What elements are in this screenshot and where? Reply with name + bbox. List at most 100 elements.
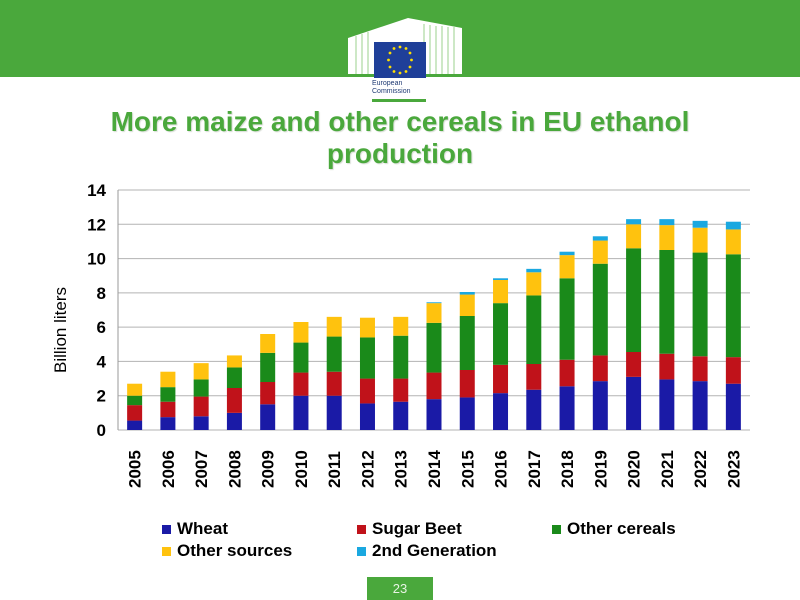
y-axis-label: Billion liters: [51, 287, 70, 373]
bar-segment-other-cereals-2016: [493, 303, 509, 365]
bar-segment-other-sources-2006: [160, 371, 176, 388]
x-tick-label: 2022: [691, 450, 710, 488]
bar-segment-wheat-2013: [393, 401, 409, 430]
legend-swatch-2nd-generation: [357, 546, 366, 556]
bar-segment-2nd-generation-2019: [592, 236, 608, 241]
x-tick-label: 2007: [192, 450, 211, 488]
bar-segment-wheat-2016: [493, 393, 509, 430]
slide-title: More maize and other cereals in EU ethan…: [110, 106, 690, 169]
x-tick-label: 2018: [558, 450, 577, 488]
bars: [127, 219, 741, 430]
y-tick-label: 12: [87, 215, 106, 234]
bar-segment-wheat-2020: [626, 376, 642, 430]
bar-segment-sugar-beet-2018: [559, 359, 575, 387]
bar-segment-sugar-beet-2015: [459, 370, 475, 398]
bar-segment-other-sources-2018: [559, 255, 575, 279]
bar-segment-2nd-generation-2017: [526, 268, 542, 273]
y-tick-label: 0: [97, 421, 106, 440]
bar-segment-other-cereals-2007: [193, 379, 209, 397]
bar-segment-wheat-2022: [692, 381, 708, 430]
bar-segment-2nd-generation-2022: [692, 220, 708, 228]
bar-segment-other-sources-2016: [493, 280, 509, 304]
legend-item-other-cereals: Other cereals: [552, 519, 676, 539]
x-tick-label: 2008: [225, 450, 244, 488]
bar-segment-other-sources-2022: [692, 227, 708, 253]
bar-segment-other-cereals-2013: [393, 335, 409, 379]
bar-segment-wheat-2011: [326, 395, 342, 430]
bar-segment-other-cereals-2018: [559, 278, 575, 360]
bar-segment-wheat-2009: [260, 404, 276, 430]
y-tick-label: 14: [87, 181, 106, 200]
x-tick-label: 2017: [525, 450, 544, 488]
legend-swatch-sugar-beet: [357, 524, 366, 534]
bar-segment-other-sources-2020: [626, 224, 642, 249]
bar-segment-wheat-2007: [193, 416, 209, 430]
bar-segment-other-sources-2009: [260, 334, 276, 353]
bar-segment-sugar-beet-2008: [226, 388, 242, 413]
bar-segment-wheat-2012: [359, 403, 375, 430]
bar-segment-other-cereals-2005: [127, 395, 143, 406]
x-tick-labels: 2005 2006 2007 2008 2009 2010 2011 2012 2013 2014…: [126, 450, 744, 488]
y-tick-label: 2: [97, 387, 106, 406]
bar-segment-sugar-beet-2019: [592, 355, 608, 382]
bar-segment-other-sources-2019: [592, 240, 608, 264]
bar-segment-wheat-2021: [659, 379, 675, 430]
legend: Wheat Sugar Beet Other cereals Other sou…: [162, 519, 762, 569]
bar-segment-sugar-beet-2013: [393, 378, 409, 402]
bar-segment-wheat-2006: [160, 417, 176, 430]
bar-segment-2nd-generation-2021: [659, 219, 675, 226]
legend-swatch-other-cereals: [552, 524, 561, 534]
bar-segment-other-cereals-2022: [692, 252, 708, 357]
bar-segment-sugar-beet-2009: [260, 382, 276, 405]
bar-segment-2nd-generation-2023: [725, 221, 741, 230]
legend-item-other-sources: Other sources: [162, 541, 292, 561]
bar-segment-other-cereals-2011: [326, 336, 342, 372]
bar-segment-wheat-2010: [293, 395, 309, 430]
bar-segment-other-cereals-2021: [659, 250, 675, 354]
bar-segment-other-sources-2013: [393, 316, 409, 336]
bar-segment-other-sources-2012: [359, 317, 375, 338]
bar-segment-other-cereals-2014: [426, 322, 442, 373]
x-tick-label: 2010: [292, 450, 311, 488]
bar-segment-wheat-2018: [559, 386, 575, 430]
y-tick-label: 4: [97, 352, 107, 371]
x-tick-label: 2023: [724, 450, 743, 488]
x-tick-label: 2021: [658, 450, 677, 488]
x-tick-label: 2019: [591, 450, 610, 488]
bar-segment-2nd-generation-2015: [459, 292, 475, 295]
logo-wordmark: European Commission: [372, 80, 411, 95]
bar-segment-other-cereals-2017: [526, 295, 542, 364]
bar-segment-2nd-generation-2018: [559, 251, 575, 256]
x-tick-label: 2009: [259, 450, 278, 488]
bar-segment-sugar-beet-2020: [626, 352, 642, 377]
bar-segment-sugar-beet-2012: [359, 378, 375, 404]
bar-segment-other-cereals-2019: [592, 263, 608, 356]
bar-segment-sugar-beet-2006: [160, 401, 176, 418]
x-tick-label: 2020: [625, 450, 644, 488]
bar-segment-wheat-2023: [725, 383, 741, 430]
x-tick-label: 2005: [126, 450, 145, 488]
bar-segment-wheat-2019: [592, 381, 608, 430]
legend-swatch-wheat: [162, 524, 171, 534]
bar-segment-other-sources-2017: [526, 272, 542, 296]
legend-swatch-other-sources: [162, 546, 171, 556]
y-tick-label: 10: [87, 250, 106, 269]
x-tick-label: 2014: [425, 450, 444, 488]
bar-segment-other-sources-2007: [193, 363, 209, 380]
bar-segment-wheat-2008: [226, 412, 242, 430]
bar-segment-other-sources-2011: [326, 316, 342, 337]
legend-item-wheat: Wheat: [162, 519, 228, 539]
bar-segment-other-sources-2010: [293, 322, 309, 343]
y-tick-label: 8: [97, 284, 106, 303]
bar-segment-other-cereals-2023: [725, 254, 741, 358]
bar-segment-2nd-generation-2020: [626, 219, 642, 225]
bar-segment-other-sources-2008: [226, 355, 242, 368]
bar-segment-other-sources-2014: [426, 303, 442, 323]
bar-segment-other-cereals-2006: [160, 387, 176, 402]
legend-item-sugar-beet: Sugar Beet: [357, 519, 462, 539]
bar-segment-other-cereals-2009: [260, 352, 276, 382]
bar-segment-other-sources-2005: [127, 383, 143, 396]
bar-segment-sugar-beet-2014: [426, 372, 442, 400]
bar-segment-other-cereals-2015: [459, 316, 475, 370]
